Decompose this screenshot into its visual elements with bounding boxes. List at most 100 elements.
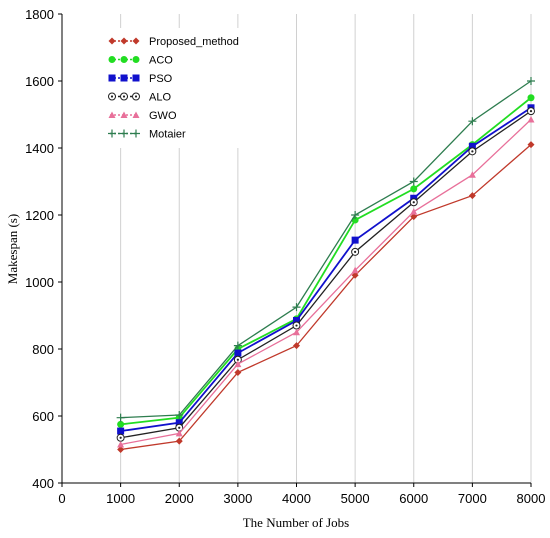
data-point — [234, 349, 242, 357]
legend-item: ACO — [108, 55, 173, 67]
y-axis-title: Makespan (s) — [5, 214, 20, 284]
data-point — [117, 440, 125, 448]
legend-marker — [120, 74, 128, 82]
legend-item: GWO — [108, 110, 177, 122]
series-line — [120, 119, 532, 446]
data-point — [117, 427, 125, 435]
x-tick-label: 5000 — [341, 491, 370, 506]
series-gwo — [117, 116, 535, 448]
legend-label: Motaier — [149, 129, 186, 141]
legend-marker — [132, 129, 140, 138]
legend-marker — [120, 92, 128, 101]
x-tick-label: 8000 — [517, 491, 546, 506]
legend-label: PSO — [149, 73, 173, 85]
legend-item: Motaier — [108, 129, 186, 141]
y-tick-label: 1000 — [25, 275, 54, 290]
data-point — [527, 107, 535, 116]
legend-item: PSO — [108, 73, 173, 85]
data-point — [234, 360, 242, 368]
data-point — [117, 446, 125, 453]
legend-marker — [108, 129, 116, 138]
data-point — [293, 342, 300, 350]
x-tick-label: 0 — [58, 491, 65, 506]
data-point — [410, 208, 418, 215]
legend-marker — [132, 37, 140, 45]
data-point — [527, 116, 535, 123]
data-point — [351, 271, 359, 279]
data-point — [116, 413, 125, 422]
legend-marker — [132, 56, 140, 63]
y-tick-label: 600 — [32, 409, 54, 424]
data-point — [175, 410, 184, 419]
x-tick-label: 4000 — [282, 491, 311, 506]
data-point — [175, 429, 183, 437]
data-point — [409, 177, 418, 186]
data-point — [527, 94, 535, 102]
data-point — [468, 147, 477, 156]
data-point — [117, 420, 125, 428]
data-point — [175, 419, 183, 427]
data-point — [468, 171, 476, 178]
series-proposed-method — [117, 141, 535, 453]
legend-label: Proposed_method — [149, 36, 239, 48]
data-point — [351, 266, 359, 274]
y-tick-label: 1400 — [25, 141, 54, 156]
data-point — [233, 341, 242, 350]
legend-marker — [120, 111, 128, 118]
data-point — [175, 437, 183, 445]
legend-item: Proposed_method — [108, 36, 239, 48]
y-tick-label: 800 — [32, 342, 54, 357]
data-point — [468, 192, 476, 200]
marker-dot — [471, 150, 474, 153]
x-tick-label: 6000 — [399, 491, 428, 506]
legend-marker — [132, 74, 140, 82]
x-tick-label: 3000 — [223, 491, 252, 506]
series-motaier — [116, 77, 535, 422]
data-point — [527, 77, 535, 85]
data-point — [351, 211, 360, 219]
data-point — [468, 142, 476, 150]
data-point — [234, 368, 242, 376]
data-point — [409, 198, 418, 207]
marker-dot — [119, 436, 122, 439]
data-point — [351, 247, 360, 256]
marker-dot — [295, 324, 298, 327]
data-point — [292, 303, 301, 312]
legend-marker — [120, 56, 128, 63]
series-line — [120, 97, 532, 426]
marker-dot — [529, 110, 533, 113]
data-point — [527, 141, 535, 149]
data-point — [351, 236, 359, 244]
data-point — [293, 317, 300, 325]
x-tick-label: 2000 — [165, 491, 194, 506]
data-point — [292, 321, 301, 330]
legend-label: ACO — [149, 55, 173, 67]
legend-marker — [120, 129, 128, 138]
data-point — [410, 185, 418, 193]
data-point — [468, 117, 477, 126]
marker-dot — [412, 201, 415, 204]
legend-background — [100, 28, 260, 148]
series-line — [120, 144, 532, 451]
series-line — [120, 107, 532, 432]
legend-marker — [108, 92, 116, 101]
legend-marker — [108, 111, 116, 118]
x-tick-label: 7000 — [458, 491, 487, 506]
y-tick-label: 1200 — [25, 208, 54, 223]
series-line — [120, 110, 532, 439]
y-tick-label: 400 — [32, 476, 54, 491]
data-point — [410, 194, 418, 202]
tick-labels: 400 600 800 1000 1200 1400 1600 1800 0 1000 2000 30… — [25, 7, 545, 506]
legend-marker — [132, 111, 140, 118]
legend-marker — [108, 74, 116, 82]
x-axis-title: The Number of Jobs — [243, 515, 350, 530]
marker-dot — [354, 250, 357, 253]
legend-item: ALO — [108, 92, 171, 104]
legend: Proposed_method ACO PSO ALO GWO Motaier — [100, 28, 260, 148]
y-tick-label: 1600 — [25, 74, 54, 89]
legend-label: GWO — [149, 110, 177, 122]
marker-dot — [122, 95, 126, 98]
data-point — [116, 433, 125, 442]
x-tick-label: 1000 — [106, 491, 135, 506]
